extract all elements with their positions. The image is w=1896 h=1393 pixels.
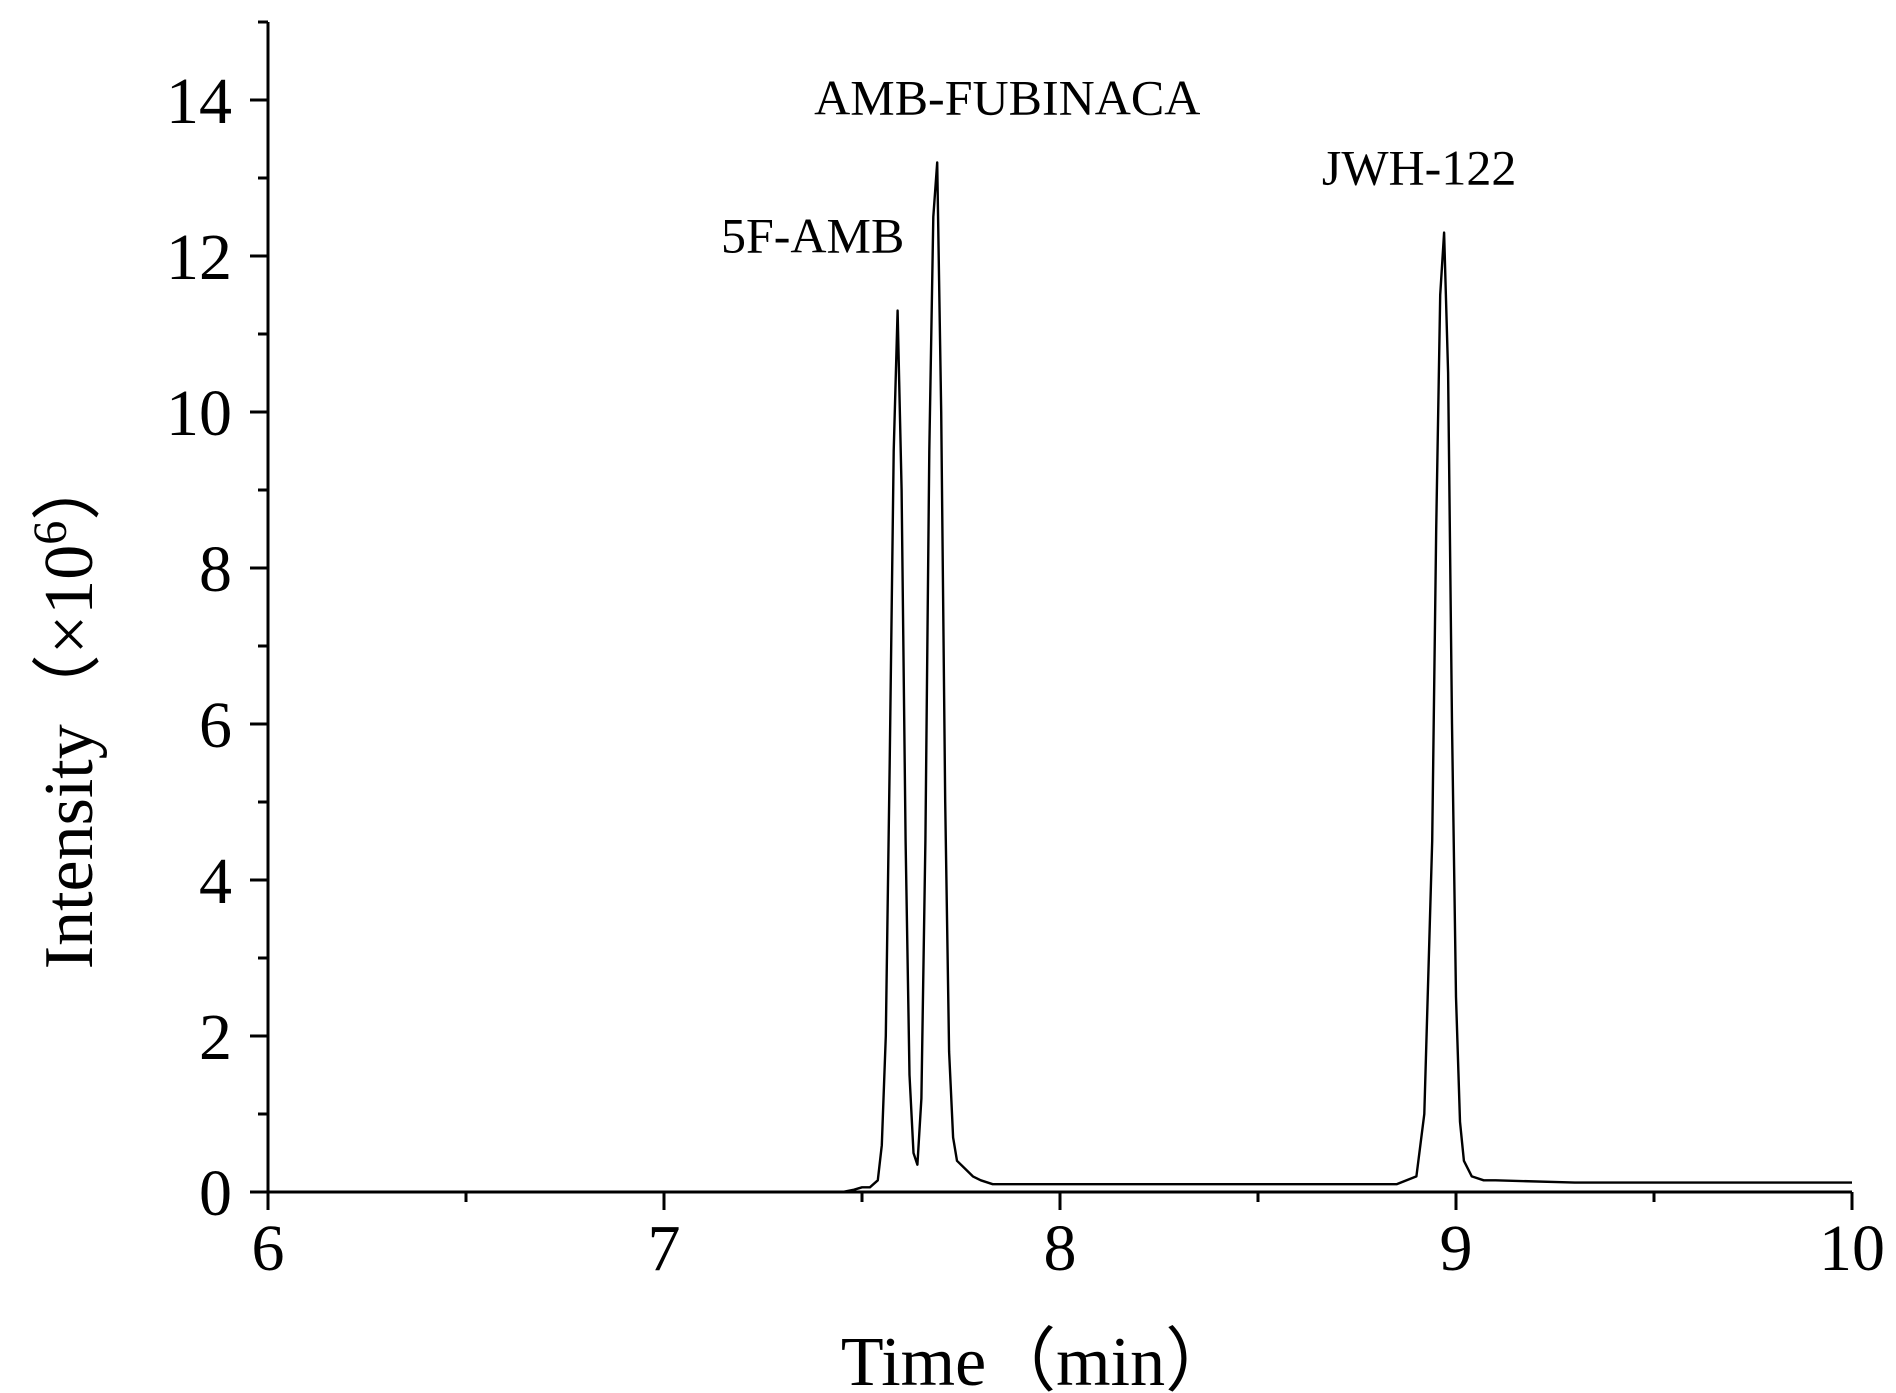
y-axis-title-suffix: ）: [31, 451, 108, 521]
x-tick-label: 9: [1440, 1212, 1473, 1285]
x-tick-label: 7: [648, 1212, 681, 1285]
y-tick-label: 2: [199, 1001, 232, 1074]
y-axis-title-text: Intensity（×10: [31, 545, 108, 969]
x-axis-title: Time（min）: [841, 1324, 1235, 1393]
y-tick-label: 6: [199, 689, 232, 762]
peak-label: AMB-FUBINACA: [814, 69, 1200, 125]
y-tick-label: 0: [199, 1157, 232, 1230]
y-tick-label: 10: [166, 377, 232, 450]
peak-label: JWH-122: [1322, 140, 1516, 196]
y-axis-title-exponent: 6: [24, 521, 77, 545]
y-tick-label: 12: [166, 221, 232, 294]
y-tick-label: 4: [199, 845, 232, 918]
x-tick-label: 10: [1819, 1212, 1885, 1285]
tick-labels: 6 7 8 9 10 0 2 4 6 8 10 12 14: [166, 65, 1885, 1285]
y-axis-title: Intensity（×106）: [24, 451, 108, 969]
chromatogram-trace: [268, 161, 1852, 1194]
x-tick-label: 6: [252, 1212, 285, 1285]
peak-label: 5F-AMB: [721, 208, 904, 264]
x-tick-label: 8: [1044, 1212, 1077, 1285]
peak-labels: 5F-AMB AMB-FUBINACA JWH-122: [721, 69, 1516, 263]
y-tick-label: 8: [199, 533, 232, 606]
axes: [266, 22, 1852, 1194]
ticks: [250, 20, 1854, 1210]
y-tick-label: 14: [166, 65, 232, 138]
